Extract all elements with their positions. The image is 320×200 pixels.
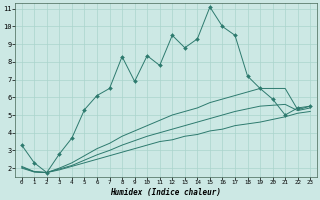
X-axis label: Humidex (Indice chaleur): Humidex (Indice chaleur) [110, 188, 221, 197]
